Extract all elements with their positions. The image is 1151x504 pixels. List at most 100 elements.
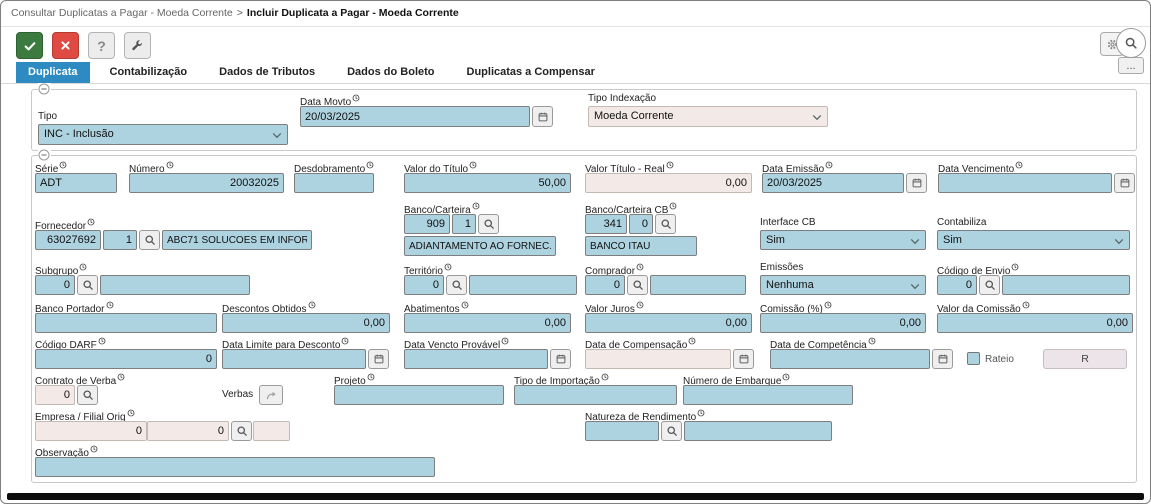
tab-duplicatas-a-compensar[interactable]: Duplicatas a Compensar xyxy=(466,66,595,78)
tab-dados-do-boleto[interactable]: Dados do Boleto xyxy=(347,66,435,78)
empresa-filial-orig-search-button[interactable] xyxy=(231,421,252,441)
banco-carteira-code-input[interactable] xyxy=(404,214,450,234)
label-text: Natureza de Rendimento xyxy=(585,412,697,423)
interface-cb-select[interactable]: Sim xyxy=(760,230,926,250)
numero-embarque-input[interactable] xyxy=(683,385,853,405)
contrato-verba-search-button[interactable] xyxy=(77,385,98,405)
banco-carteira-cb-seq-input[interactable] xyxy=(629,214,653,234)
global-search-button[interactable] xyxy=(1116,28,1146,58)
fornecedor-desc-input[interactable] xyxy=(162,230,312,250)
banco-carteira-desc-input[interactable] xyxy=(404,236,556,256)
data-vencto-provavel-calendar-button[interactable] xyxy=(550,349,571,369)
codigo-darf-input[interactable] xyxy=(35,349,217,369)
observacao-input[interactable] xyxy=(35,457,435,477)
tab-duplicata[interactable]: Duplicata xyxy=(16,62,90,83)
history-icon xyxy=(868,337,876,345)
codigo-envio-desc-input[interactable] xyxy=(1002,275,1130,295)
comprador-search-button[interactable] xyxy=(627,275,648,295)
banco-carteira-seq-input[interactable] xyxy=(452,214,476,234)
calendar-icon xyxy=(738,353,750,365)
history-icon xyxy=(824,301,832,309)
fornecedor-code-input[interactable] xyxy=(35,230,101,250)
label-text: Data de Competência xyxy=(770,340,867,351)
label-text: Rateio xyxy=(985,354,1014,365)
help-icon: ? xyxy=(97,37,106,54)
codigo-envio-code-input[interactable] xyxy=(937,275,977,295)
data-vencto-provavel-label: Data Vencto Provável xyxy=(404,337,509,351)
natureza-rendimento-desc-input[interactable] xyxy=(684,421,832,441)
projeto-input[interactable] xyxy=(334,385,504,405)
data-vencto-provavel-input[interactable] xyxy=(404,349,548,369)
rateio-checkbox[interactable] xyxy=(967,352,980,365)
abatimentos-input[interactable] xyxy=(404,313,571,333)
tab-dados-de-tributos[interactable]: Dados de Tributos xyxy=(219,66,316,78)
territorio-code-input[interactable] xyxy=(404,275,444,295)
numero-input[interactable] xyxy=(129,173,284,193)
desdobramento-input[interactable] xyxy=(294,173,374,193)
territorio-desc-input[interactable] xyxy=(469,275,577,295)
codigo-envio-search-button[interactable] xyxy=(979,275,1000,295)
history-icon xyxy=(341,337,349,345)
data-competencia-input[interactable] xyxy=(770,349,930,369)
banco-carteira-cb-search-button[interactable] xyxy=(655,214,676,234)
data-emissao-input[interactable] xyxy=(762,173,904,193)
valor-juros-input[interactable] xyxy=(585,313,752,333)
data-limite-desconto-calendar-button[interactable] xyxy=(368,349,389,369)
tab-contabilizacao[interactable]: Contabilização xyxy=(109,66,188,78)
natureza-rendimento-search-button[interactable] xyxy=(661,421,682,441)
verbas-button[interactable] xyxy=(259,385,283,405)
history-icon xyxy=(461,301,469,309)
data-competencia-calendar-button[interactable] xyxy=(932,349,953,369)
territorio-label: Território xyxy=(404,263,452,277)
data-compensacao-calendar-button[interactable] xyxy=(733,349,754,369)
serie-input[interactable] xyxy=(35,173,117,193)
comprador-code-input[interactable] xyxy=(585,275,625,295)
label-text: Data Emissão xyxy=(762,164,825,175)
territorio-search-button[interactable] xyxy=(446,275,467,295)
data-limite-desconto-input[interactable] xyxy=(222,349,366,369)
data-competencia-label: Data de Competência xyxy=(770,337,876,351)
subgrupo-code-input[interactable] xyxy=(35,275,75,295)
valor-titulo-input[interactable] xyxy=(404,173,571,193)
subgrupo-desc-input[interactable] xyxy=(100,275,250,295)
data-emissao-calendar-button[interactable] xyxy=(906,173,927,193)
data-movto-calendar-button[interactable] xyxy=(532,106,553,127)
banco-carteira-search-button[interactable] xyxy=(478,214,499,234)
serie-label: Série xyxy=(35,161,67,175)
fornecedor-search-button[interactable] xyxy=(139,230,160,250)
emissoes-select[interactable]: Nenhuma xyxy=(760,275,926,295)
confirm-button[interactable] xyxy=(16,32,43,59)
label-text: Data Movto xyxy=(300,97,352,108)
cancel-button[interactable] xyxy=(52,32,79,59)
natureza-rendimento-code-input[interactable] xyxy=(585,421,659,441)
rateio-r-button[interactable]: R xyxy=(1043,349,1127,369)
data-movto-input[interactable] xyxy=(300,106,530,127)
contabiliza-select[interactable]: Sim xyxy=(937,230,1130,250)
comprador-desc-input[interactable] xyxy=(650,275,746,295)
more-options-button[interactable]: ... xyxy=(1118,57,1144,74)
descontos-obtidos-input[interactable] xyxy=(222,313,390,333)
label-text: Comissão (%) xyxy=(760,304,823,315)
history-icon xyxy=(669,202,677,210)
valor-comissao-input[interactable] xyxy=(937,313,1133,333)
tipo-importacao-input[interactable] xyxy=(514,385,677,405)
fornecedor-seq-input[interactable] xyxy=(103,230,137,250)
divider xyxy=(1,26,1150,27)
collapse-icon[interactable] xyxy=(38,83,51,96)
collapse-icon[interactable] xyxy=(38,149,51,162)
data-vencimento-calendar-button[interactable] xyxy=(1114,173,1135,193)
tab-bar: Duplicata Contabilização Dados de Tribut… xyxy=(16,62,607,83)
banco-portador-input[interactable] xyxy=(35,313,217,333)
comissao-pct-input[interactable] xyxy=(760,313,926,333)
label-text: Tipo xyxy=(38,111,58,122)
subgrupo-search-button[interactable] xyxy=(77,275,98,295)
banco-carteira-cb-desc-input[interactable] xyxy=(585,236,697,256)
chevron-down-icon xyxy=(812,114,822,121)
banco-carteira-cb-code-input[interactable] xyxy=(585,214,627,234)
label-text: Observação xyxy=(35,448,89,459)
breadcrumb-parent[interactable]: Consultar Duplicatas a Pagar - Moeda Cor… xyxy=(11,7,233,19)
tipo-select[interactable]: INC - Inclusão xyxy=(38,124,288,145)
tools-button[interactable] xyxy=(124,32,151,59)
data-vencimento-input[interactable] xyxy=(938,173,1112,193)
help-button[interactable]: ? xyxy=(88,32,115,59)
